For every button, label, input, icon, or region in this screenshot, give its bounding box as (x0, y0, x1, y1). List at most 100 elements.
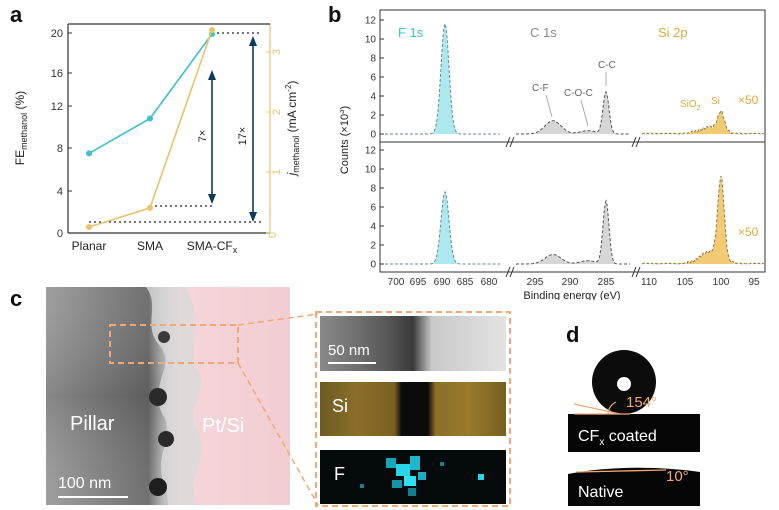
arrow-7x-head-bottom (208, 194, 216, 204)
ytick-label-0-3: 6 (370, 73, 376, 84)
panel-a-ylabel-left: FEmethanol (%) (13, 91, 29, 165)
left-tick-12: 12 (51, 101, 63, 113)
contact-angle-coated: 154° CFx coated (568, 348, 700, 452)
annot-17x: 17× (237, 127, 249, 146)
xtick-105: 105 (677, 277, 694, 288)
label-sio2: SiO2 (680, 99, 701, 112)
ytick-label-0-6: 12 (365, 16, 377, 27)
angle-label-native: 10° (666, 468, 689, 485)
sem-texture (46, 287, 239, 505)
label-pillar: Pillar (70, 413, 115, 435)
panel-letter-d: d (566, 322, 580, 347)
label-x50-top: ×50 (738, 93, 759, 107)
water-film (568, 467, 700, 506)
ytick-label-0-5: 10 (365, 35, 377, 46)
ytick-label-1-1: 2 (370, 241, 376, 252)
angle-arc-coated (607, 401, 617, 415)
map-label-f: F (334, 464, 345, 484)
panel-a-chart: 0 4 8 12 16 20 0 1 2 3 FEmethanol (%) jm… (13, 23, 300, 255)
annot-7x: 7× (197, 130, 209, 143)
series-point-0-0 (86, 150, 92, 157)
label-coc: C-O-C (564, 88, 593, 99)
panel-b-chart: 0 2 4 6 8 10 12 0 2 4 6 8 10 12 Counts (×103) 700 695… (340, 9, 766, 300)
tangent-line-coated (573, 403, 621, 415)
tangent-line-native (575, 469, 667, 473)
xtick-95: 95 (748, 277, 760, 288)
axis-break-marks (505, 136, 641, 278)
left-tick-16: 16 (51, 68, 63, 80)
ytick-label-1-0: 0 (370, 260, 376, 271)
f1s-spectrum-1-fit (385, 190, 500, 265)
series-point-0-1 (147, 115, 153, 122)
scale-label-50nm: 50 nm (328, 342, 370, 359)
label-cf: C-F (532, 83, 549, 94)
left-ticks: 0 4 8 12 16 20 (51, 28, 72, 240)
si2p-spectrum-0-fit (641, 109, 765, 135)
c1s-spectrum-0-fit (516, 90, 630, 135)
right-tick-2: 2 (271, 109, 283, 115)
arrow-17x-head-bottom (249, 212, 257, 222)
eds-map-si: Si (320, 382, 506, 436)
xtick-695: 695 (410, 277, 427, 288)
label-coc-leader (580, 99, 589, 127)
left-tick-0: 0 (57, 228, 63, 240)
panel-b-xlabel: Binding energy (eV) (523, 290, 620, 300)
arrow-17x-head-top (249, 36, 257, 46)
right-ticks: 0 1 2 3 (266, 49, 283, 238)
c1s-spectrum-0-fill (516, 91, 630, 134)
xtick-285: 285 (598, 277, 615, 288)
c1s-spectrum-1-fill (516, 201, 630, 264)
panel-b-xticks: 700 695 690 685 680 295 290 285 110 105 … (388, 277, 760, 288)
xtick-690: 690 (434, 277, 451, 288)
label-f1s: F 1s (398, 25, 424, 40)
series-point-1-1 (147, 204, 153, 211)
scale-label-100nm: 100 nm (58, 475, 112, 492)
angle-label-coated: 154° (626, 394, 658, 411)
f1s-spectrum-1-fill (385, 191, 500, 264)
xtick-100: 100 (713, 277, 730, 288)
panel-a-ylabel-right: jmethanol (mA cm-2) (284, 81, 300, 178)
droplet-highlight (617, 377, 631, 391)
xtick-290: 290 (562, 277, 579, 288)
c1s-spectrum-1-fit (516, 199, 630, 265)
series-line-0 (88, 33, 213, 155)
ytick-label-0-1: 2 (370, 111, 376, 122)
sem-image-zoom: 50 nm (320, 316, 506, 371)
ytick-label-1-3: 6 (370, 203, 376, 214)
ytick-label-1-4: 8 (370, 184, 376, 195)
ytick-label-1-2: 4 (370, 222, 376, 233)
si2p-spectrum-0-fill (642, 110, 764, 134)
scale-bar-50nm (328, 362, 376, 364)
panel-a-series (86, 27, 215, 230)
f1s-spectrum-0-fill (385, 23, 500, 134)
series-point-1-2 (209, 27, 215, 33)
label-cfx-coated: CFx coated (578, 428, 657, 449)
ytick-label-1-5: 10 (365, 165, 377, 176)
label-cc: C-C (598, 60, 616, 71)
si2p-spectrum-1-fill (642, 176, 764, 264)
arrow-7x-head-top (208, 70, 216, 80)
series-point-1-0 (86, 224, 92, 230)
zoom-region-box (109, 324, 239, 364)
xtick-685: 685 (457, 277, 474, 288)
xtick-295: 295 (527, 277, 544, 288)
xtick-680: 680 (481, 277, 498, 288)
panel-a-categories: Planar SMA SMA-CFx (72, 239, 238, 255)
sem-image-main: Pillar Pt/Si 100 nm (46, 287, 290, 505)
label-c1s: C 1s (530, 25, 557, 40)
xtick-700: 700 (388, 277, 405, 288)
panel-letter-c: c (10, 286, 23, 311)
si2p-spectrum-1-fit (641, 175, 765, 265)
f1s-spectrum-0-fit (385, 22, 500, 135)
panel-letter-a: a (10, 2, 23, 27)
label-ptsi: Pt/Si (202, 415, 245, 437)
xtick-110: 110 (641, 277, 657, 288)
panel-letter-b: b (328, 2, 342, 27)
scale-bar-100nm (58, 496, 128, 498)
eds-map-f: F (320, 450, 506, 504)
contact-angle-native: 10° Native (568, 462, 700, 506)
right-tick-3: 3 (271, 49, 283, 55)
category-sma-cfx: SMA-CFx (187, 239, 238, 255)
ytick-label-0-4: 8 (370, 54, 376, 65)
right-tick-1: 1 (271, 169, 283, 175)
